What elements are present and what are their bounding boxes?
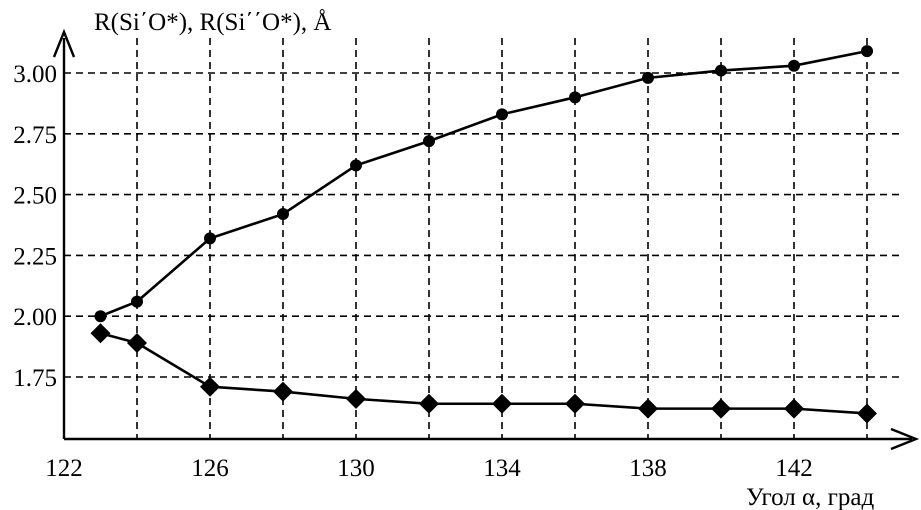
data-point-circle	[788, 59, 800, 72]
chart-title: R(Si΄O*), R(Si΄΄O*), Å	[94, 9, 332, 36]
data-point-diamond	[638, 398, 658, 419]
data-point-diamond	[419, 393, 439, 414]
data-point-circle	[277, 208, 289, 221]
grid-layer	[64, 38, 904, 439]
x-tick-label: 122	[45, 455, 83, 482]
data-point-diamond	[200, 376, 220, 397]
data-point-diamond	[857, 403, 877, 424]
data-point-diamond	[346, 388, 366, 409]
data-point-circle	[715, 64, 727, 77]
y-tick-label: 2.50	[13, 183, 57, 210]
y-tick-label: 1.75	[13, 365, 57, 392]
data-point-diamond	[492, 393, 512, 414]
x-tick-label: 130	[337, 455, 375, 482]
y-axis-arrow	[52, 28, 76, 58]
x-tick-label: 138	[629, 455, 667, 482]
data-point-circle	[861, 45, 873, 58]
x-axis-arrow	[890, 427, 920, 451]
data-point-circle	[204, 232, 216, 245]
y-tick-label: 2.25	[13, 243, 57, 270]
data-point-diamond	[784, 398, 804, 419]
x-tick-label: 126	[191, 455, 229, 482]
x-tick-label: 142	[775, 455, 813, 482]
data-point-circle	[350, 159, 362, 172]
data-point-circle	[131, 295, 143, 308]
y-tick-label: 2.00	[13, 304, 57, 331]
x-tick-label: 134	[483, 455, 521, 482]
data-point-diamond	[127, 332, 147, 353]
x-axis-label: Угол α, град	[746, 484, 874, 510]
series-line-2	[100, 331, 868, 415]
data-point-circle	[642, 71, 654, 84]
series-layer	[90, 45, 877, 424]
data-point-diamond	[711, 398, 731, 419]
y-tick-label: 3.00	[13, 61, 57, 88]
series-line-1	[100, 49, 868, 318]
data-point-circle	[569, 91, 581, 104]
data-point-circle	[496, 108, 508, 121]
data-point-circle	[423, 135, 435, 148]
tick-labels: 122 126 130 134 138 142 3.00 2.75 2.50 2.25 2.00 1.…	[13, 61, 813, 482]
data-point-diamond	[273, 381, 293, 402]
data-point-diamond	[565, 393, 585, 414]
data-point-diamond	[90, 323, 111, 344]
data-point-circle	[94, 310, 107, 323]
axes-layer	[52, 28, 920, 451]
y-tick-label: 2.75	[13, 122, 57, 149]
